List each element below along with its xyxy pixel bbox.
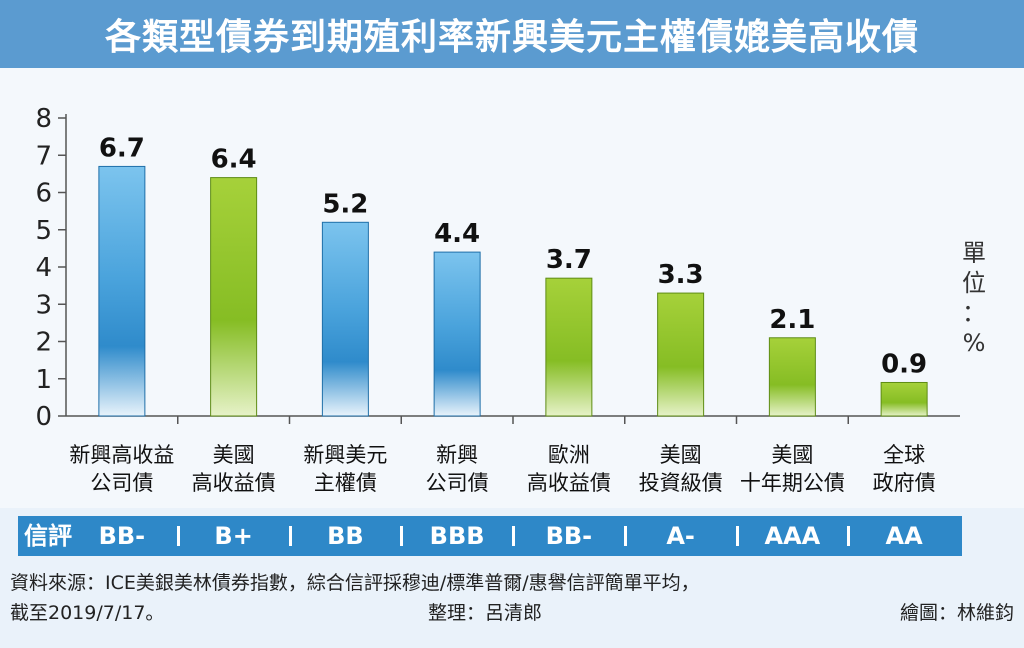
- rating-bar: 信評 BB- B+ BB BBB BB- A- AAA AA: [18, 516, 962, 556]
- unit-char: 單: [962, 239, 986, 267]
- x-category-label: 公司債: [426, 471, 489, 495]
- bar: [880, 381, 928, 417]
- bar-value-label: 4.4: [434, 219, 480, 249]
- x-category-label: 新興高收益: [69, 443, 174, 467]
- bar-value-label: 2.1: [769, 305, 815, 335]
- rating-value: BB-: [545, 522, 593, 550]
- rating-separator: [735, 526, 739, 546]
- y-tick-label: 7: [35, 141, 52, 171]
- bar-value-label: 5.2: [322, 189, 368, 219]
- x-category-label: 政府債: [873, 471, 936, 495]
- rating-value: BB: [327, 522, 364, 550]
- x-category-label: 美國: [771, 443, 813, 467]
- bar: [545, 277, 593, 417]
- chart-title: 各類型債券到期殖利率新興美元主權債媲美高收債: [104, 17, 919, 58]
- rating-separator: [512, 526, 515, 546]
- bar-value-label: 3.3: [658, 260, 704, 290]
- rating-separator: [623, 526, 627, 546]
- x-category-label: 十年期公債: [740, 471, 845, 495]
- bar-value-label: 3.7: [546, 245, 592, 275]
- y-tick-label: 0: [35, 402, 52, 432]
- rating-separator: [176, 526, 180, 546]
- editor-credit: 整理：呂清郎: [428, 602, 543, 624]
- rating-value: AA: [885, 522, 923, 550]
- rating-value: AAA: [764, 522, 821, 550]
- y-tick-label: 6: [35, 179, 52, 209]
- x-category-label: 主權債: [314, 471, 377, 495]
- bar: [210, 177, 258, 417]
- bar-value-label: 6.7: [99, 133, 145, 163]
- bar: [98, 165, 146, 417]
- rating-label: 信評: [24, 522, 72, 550]
- y-tick-label: 4: [35, 253, 52, 283]
- x-category-label: 高收益債: [192, 471, 276, 495]
- y-tick-label: 8: [35, 104, 52, 134]
- bar: [433, 251, 481, 417]
- title-bar: 各類型債券到期殖利率新興美元主權債媲美高收債: [0, 0, 1024, 68]
- x-category-label: 高收益債: [527, 471, 611, 495]
- bar: [657, 292, 705, 417]
- unit-label: 單位：%: [958, 238, 990, 358]
- rating-value: A-: [666, 522, 695, 550]
- rating-value: BBB: [429, 522, 485, 550]
- unit-char: ：: [962, 299, 986, 327]
- y-tick-label: 3: [35, 290, 52, 320]
- rating-value: B+: [214, 522, 253, 550]
- x-category-label: 歐洲: [548, 443, 590, 467]
- x-category-label: 公司債: [90, 471, 153, 495]
- rating-value: BB-: [98, 522, 146, 550]
- y-tick-label: 2: [35, 328, 52, 358]
- bar-value-label: 0.9: [881, 349, 927, 379]
- x-category-label: 新興美元: [303, 443, 387, 467]
- source-line-1: 資料來源：ICE美銀美林債券指數，綜合信評採穆迪/標準普爾/惠譽信評簡單平均，: [10, 572, 700, 594]
- unit-char: 位: [962, 269, 986, 297]
- x-category-label: 投資級債: [639, 471, 723, 495]
- unit-char: %: [962, 329, 986, 357]
- bar: [321, 221, 369, 417]
- bar: [768, 337, 816, 417]
- x-category-label: 美國: [660, 443, 702, 467]
- chart-area: [0, 68, 1024, 508]
- y-tick-label: 5: [35, 216, 52, 246]
- x-category-label: 全球: [883, 443, 925, 467]
- rating-separator: [288, 526, 292, 546]
- rating-separator: [847, 526, 851, 546]
- x-category-label: 美國: [213, 443, 255, 467]
- rating-separator: [400, 526, 404, 546]
- y-tick-label: 1: [35, 365, 52, 395]
- source-line-2: 截至2019/7/17。: [10, 602, 165, 624]
- illustrator-credit: 繪圖：林維鈞: [899, 602, 1014, 624]
- x-category-label: 新興: [436, 443, 478, 467]
- bar-value-label: 6.4: [211, 145, 257, 175]
